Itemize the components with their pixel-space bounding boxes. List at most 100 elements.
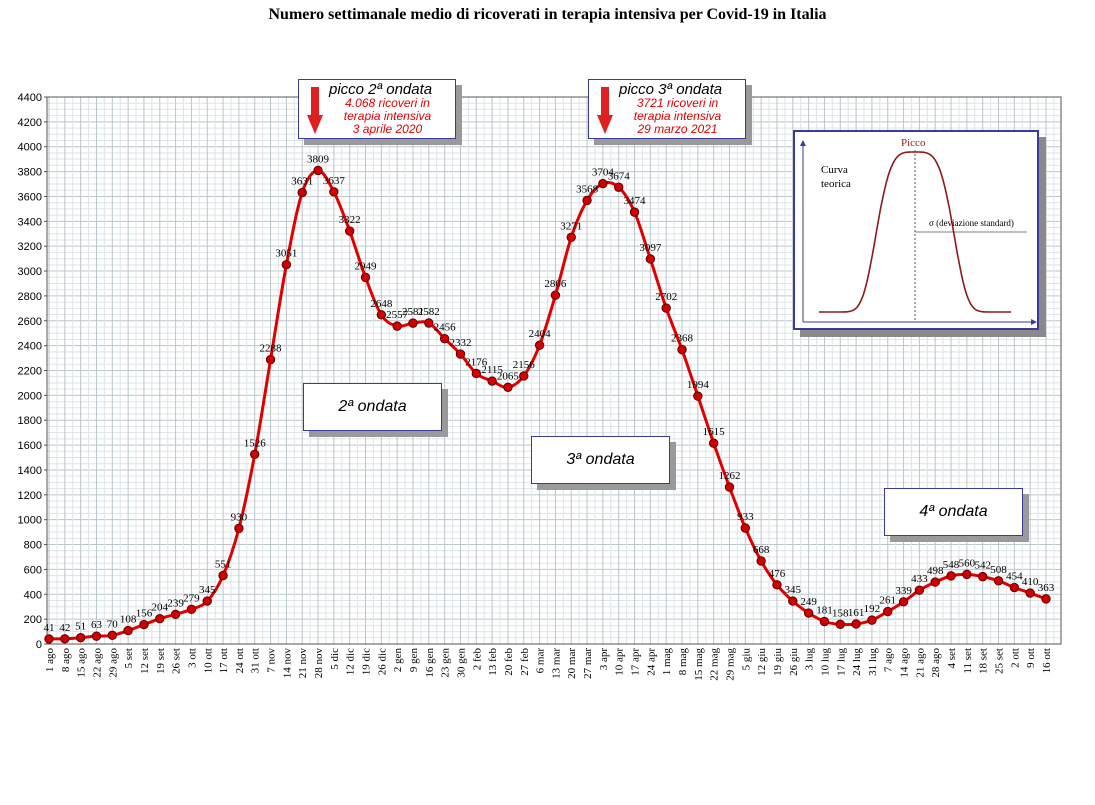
inset-sigma-label: σ (deviazione standard) xyxy=(929,218,1014,228)
data-point xyxy=(977,571,988,582)
x-tick-label: 31 ott xyxy=(250,648,262,673)
data-label: 498 xyxy=(927,565,944,577)
data-label: 410 xyxy=(1022,576,1039,588)
data-point xyxy=(566,232,576,243)
inset-curve-label-2: teorica xyxy=(821,178,851,190)
data-point xyxy=(250,449,260,459)
x-tick-label: 22 mag xyxy=(709,648,721,681)
y-tick-label: 2400 xyxy=(18,341,42,353)
data-point xyxy=(60,634,70,644)
y-tick-label: 1800 xyxy=(18,415,42,427)
data-label: 158 xyxy=(832,607,849,619)
data-point xyxy=(1041,594,1051,604)
x-tick-label: 19 giu xyxy=(772,648,784,676)
series-line xyxy=(48,168,1047,641)
wave-4-label: 4ª ondata xyxy=(884,488,1023,536)
y-tick-label: 4400 xyxy=(18,92,42,104)
down-arrow-icon xyxy=(307,87,323,134)
data-label: 454 xyxy=(1006,571,1023,583)
y-tick-label: 3600 xyxy=(18,191,42,203)
data-label: 433 xyxy=(911,573,928,585)
x-tick-label: 1 mag xyxy=(661,648,673,676)
data-label: 42 xyxy=(59,622,70,634)
data-label: 3568 xyxy=(576,183,599,195)
data-label: 930 xyxy=(231,511,248,523)
data-label: 3809 xyxy=(307,153,330,165)
data-point xyxy=(614,182,624,192)
x-tick-label: 26 giu xyxy=(788,648,800,676)
data-point xyxy=(803,608,814,618)
y-tick-label: 1200 xyxy=(18,490,42,502)
data-label: 108 xyxy=(120,614,137,626)
x-tick-label: 5 set xyxy=(123,648,135,668)
data-labels: 41 42 51 63 70 108 156 204 239 279345551930152622… xyxy=(44,153,1055,633)
data-point xyxy=(218,570,228,581)
data-label: 2156 xyxy=(513,359,536,371)
wave-2-label: 2ª ondata xyxy=(303,383,442,431)
data-point xyxy=(946,571,956,581)
data-label: 181 xyxy=(816,604,833,616)
data-label: 1615 xyxy=(703,426,726,438)
peak-2-date: 3 aprile 2020 xyxy=(352,122,423,136)
x-tick-label: 23 gen xyxy=(440,648,452,678)
data-point xyxy=(344,226,355,236)
x-tick-label: 16 gen xyxy=(424,648,436,678)
x-tick-label: 27 feb xyxy=(519,648,531,676)
data-label: 279 xyxy=(183,592,200,604)
data-label: 2557 xyxy=(386,309,409,321)
y-tick-label: 2000 xyxy=(18,390,42,402)
data-point xyxy=(1025,588,1035,598)
data-point xyxy=(234,523,244,534)
data-label: 560 xyxy=(959,557,976,569)
y-tick-labels: 0 200 400 600 800 1000 1200 1400 1600 1800 2000 220… xyxy=(18,92,47,651)
y-tick-label: 3200 xyxy=(18,241,42,253)
data-point xyxy=(835,619,845,630)
data-label: 3097 xyxy=(639,242,662,254)
peak-3-value: 3721 ricoveri in xyxy=(636,96,719,110)
data-label: 345 xyxy=(785,584,802,596)
data-label: 3322 xyxy=(339,214,361,226)
series-line-path xyxy=(48,168,1047,641)
x-tick-label: 24 apr xyxy=(645,648,657,676)
y-tick-label: 3400 xyxy=(18,216,42,228)
x-tick-label: 19 set xyxy=(155,648,167,674)
x-tick-label: 16 ott xyxy=(1041,648,1053,673)
data-point xyxy=(930,577,940,587)
y-tick-label: 3800 xyxy=(18,167,42,179)
data-point xyxy=(471,368,481,379)
x-tick-label: 7 ago xyxy=(883,648,895,673)
x-tick-label: 17 apr xyxy=(630,648,642,676)
x-tick-label: 26 set xyxy=(171,648,183,674)
x-tick-label: 12 giu xyxy=(756,648,768,676)
data-point xyxy=(123,625,133,636)
data-point xyxy=(1009,582,1020,593)
x-tick-label: 2 ott xyxy=(1009,648,1021,668)
data-label: 2456 xyxy=(434,322,457,334)
peak-2-desc: terapia intensiva xyxy=(343,109,432,123)
data-label: 339 xyxy=(895,585,912,597)
x-tick-label: 21 nov xyxy=(297,648,309,679)
x-tick-label: 18 set xyxy=(978,648,990,674)
peak-3-date: 29 marzo 2021 xyxy=(637,122,718,136)
data-point xyxy=(186,604,197,615)
data-point xyxy=(772,580,782,590)
x-tick-label: 12 dic xyxy=(345,648,357,675)
data-label: 63 xyxy=(91,619,103,631)
data-point xyxy=(519,371,529,381)
data-point xyxy=(867,615,877,625)
peak-3-annotation: picco 3ª ondata 3721 ricoveri in terapia… xyxy=(588,79,746,139)
y-tick-label: 600 xyxy=(24,564,42,576)
x-tick-label: 26 dic xyxy=(376,648,388,675)
x-tick-label: 24 lug xyxy=(851,648,863,676)
peak-2-title: picco 2ª ondata xyxy=(329,81,433,98)
data-point xyxy=(392,321,402,331)
data-point xyxy=(914,585,925,595)
x-tick-label: 22 ago xyxy=(91,648,103,678)
data-point xyxy=(708,438,719,448)
data-label: 345 xyxy=(199,584,216,596)
y-tick-label: 4000 xyxy=(18,142,42,154)
x-tick-label: 3 ott xyxy=(186,648,198,668)
data-label: 2949 xyxy=(355,260,378,272)
data-point xyxy=(329,187,339,197)
data-point xyxy=(297,187,307,198)
